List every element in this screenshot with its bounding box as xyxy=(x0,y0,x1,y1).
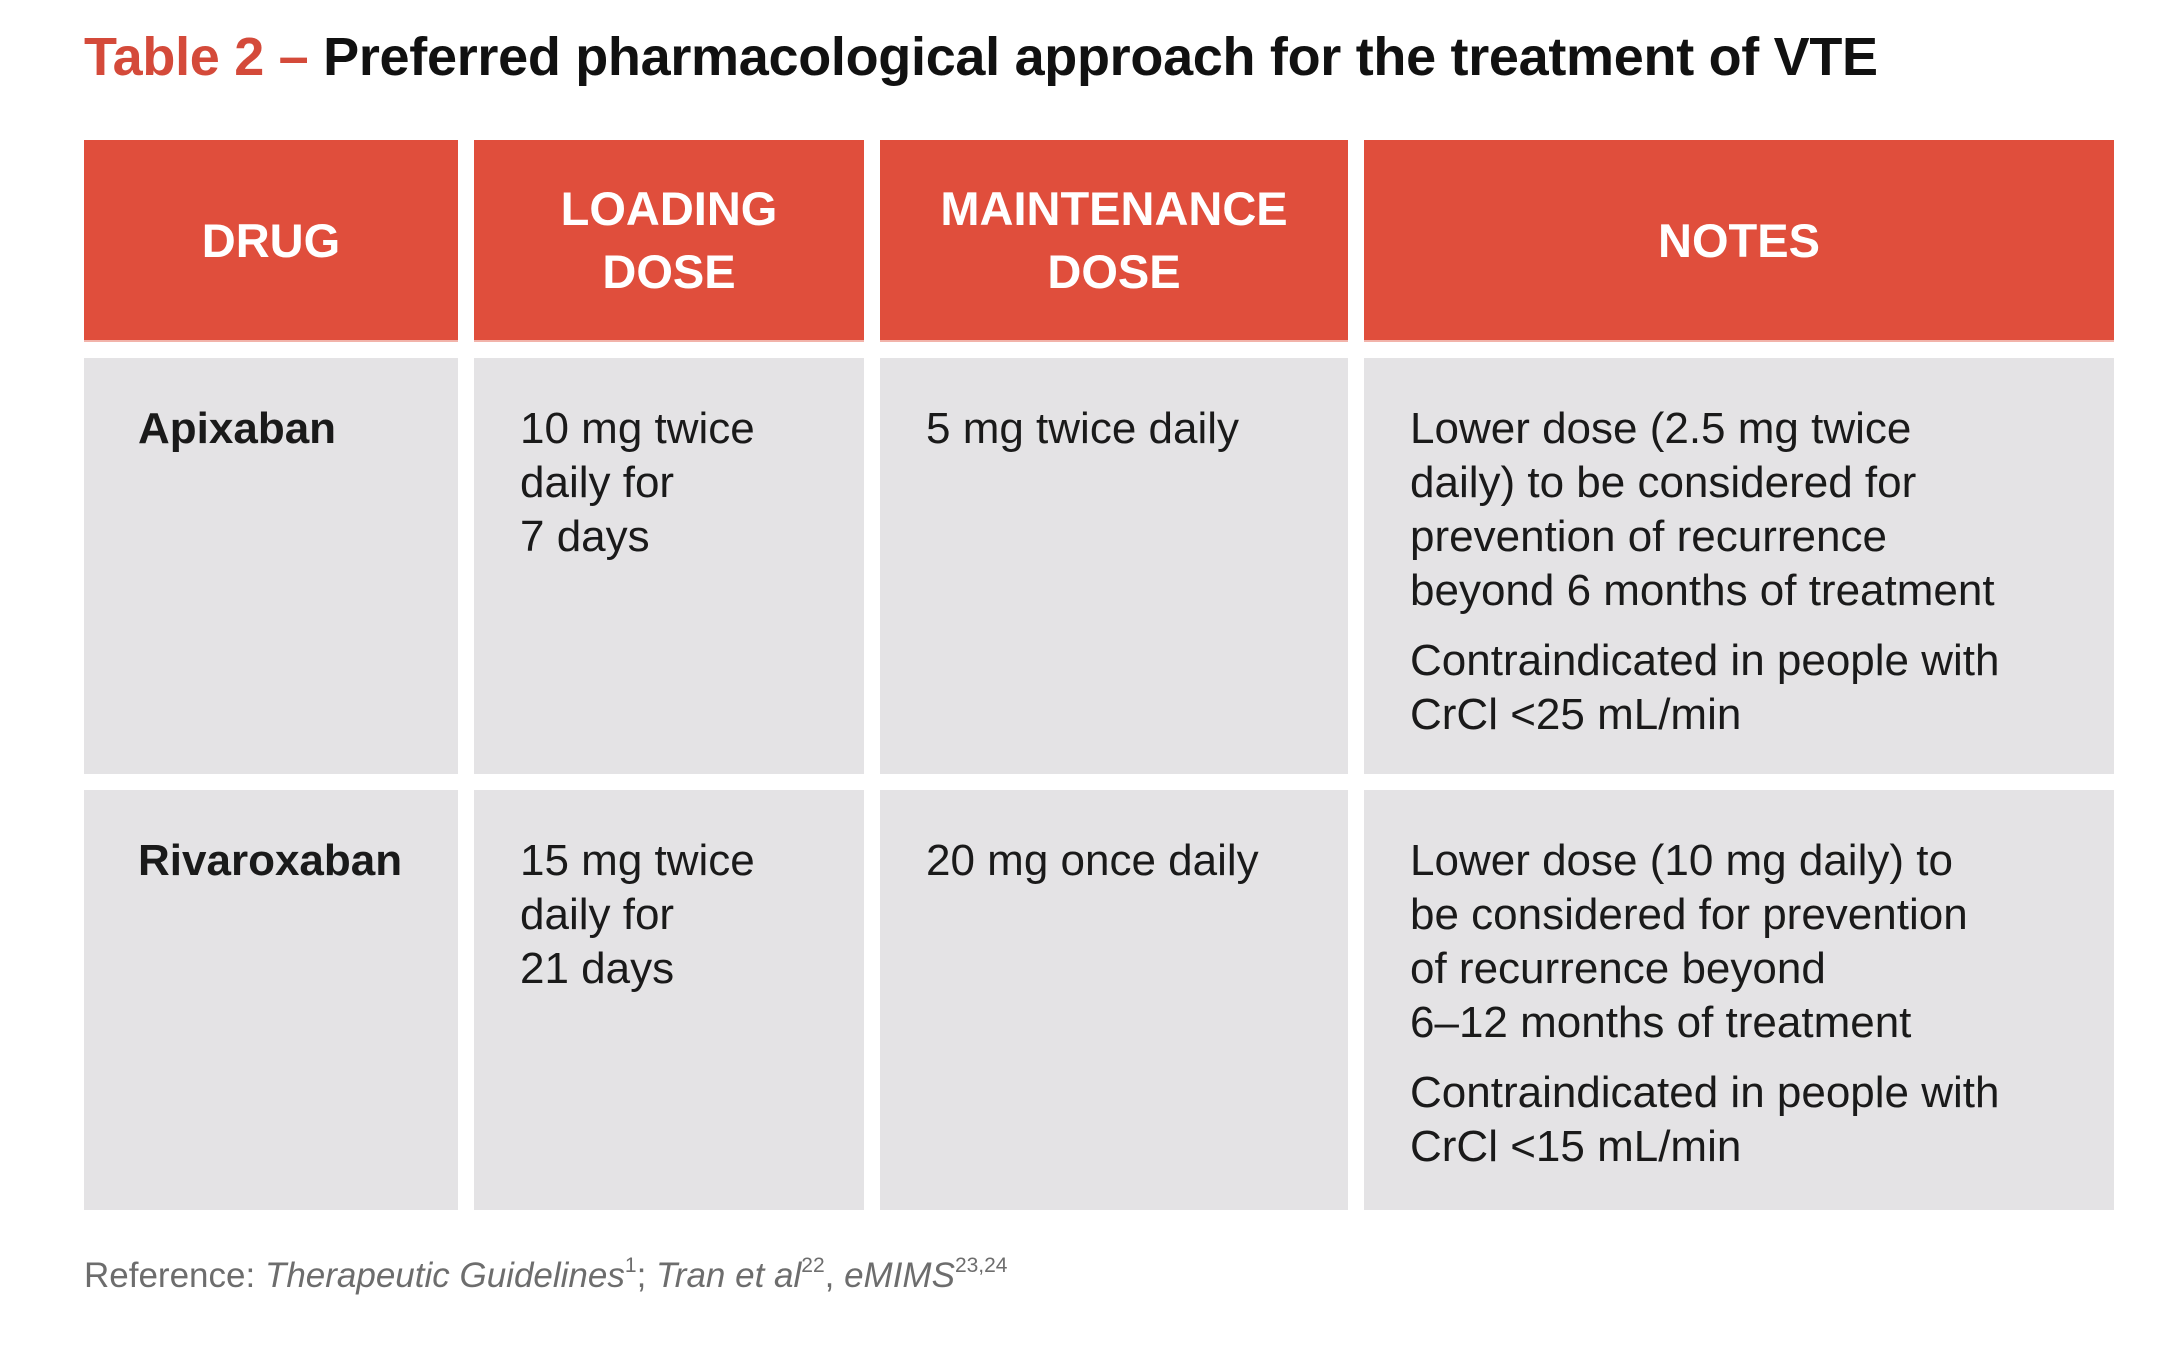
reference-prefix: Reference: xyxy=(84,1256,265,1295)
table-number: Table 2 – xyxy=(84,27,309,87)
reference-sup: 1 xyxy=(624,1254,637,1277)
header-notes: NOTES xyxy=(1364,140,2114,342)
header-loading-dose-label: LOADING DOSE xyxy=(560,182,778,298)
apixaban-notes-cell: Lower dose (2.5 mg twice daily) to be co… xyxy=(1364,358,2114,774)
table-caption: Preferred pharmacological approach for t… xyxy=(323,27,1878,87)
rivaroxaban-maintenance-cell: 20 mg once daily xyxy=(880,790,1348,1210)
note-contraindication: Contraindicated in people with CrCl <15 … xyxy=(1410,1068,2000,1171)
header-drug: DRUG xyxy=(84,140,458,342)
reference-sup: 22 xyxy=(801,1254,825,1277)
reference-line: Reference: Therapeutic Guidelines1; Tran… xyxy=(84,1254,1008,1296)
apixaban-maintenance-cell: 5 mg twice daily xyxy=(880,358,1348,774)
rivaroxaban-loading-cell: 15 mg twice daily for 21 days xyxy=(474,790,864,1210)
apixaban-drug-cell: Apixaban xyxy=(84,358,458,774)
drug-name: Apixaban xyxy=(138,404,337,453)
reference-source-emims: eMIMS xyxy=(844,1256,955,1295)
apixaban-loading-cell: 10 mg twice daily for 7 days xyxy=(474,358,864,774)
table-title: Table 2 – Preferred pharmacological appr… xyxy=(84,26,1878,88)
header-maintenance-dose-label: MAINTENANCE DOSE xyxy=(940,182,1288,298)
reference-separator: , xyxy=(824,1256,845,1295)
treatment-table: DRUG LOADING DOSE MAINTENANCE DOSE NOTES… xyxy=(84,140,2114,1210)
rivaroxaban-notes-cell: Lower dose (10 mg daily) to be considere… xyxy=(1364,790,2114,1210)
reference-source-tran: Tran et al xyxy=(656,1256,802,1295)
note-dose-reduction: Lower dose (2.5 mg twice daily) to be co… xyxy=(1410,404,1995,615)
note-dose-reduction: Lower dose (10 mg daily) to be considere… xyxy=(1410,836,1968,1047)
header-notes-label: NOTES xyxy=(1658,213,1820,267)
reference-sup: 23,24 xyxy=(954,1254,1008,1277)
header-maintenance-dose: MAINTENANCE DOSE xyxy=(880,140,1348,342)
drug-name: Rivaroxaban xyxy=(138,836,403,885)
header-drug-label: DRUG xyxy=(201,213,341,267)
rivaroxaban-drug-cell: Rivaroxaban xyxy=(84,790,458,1210)
note-contraindication: Contraindicated in people with CrCl <25 … xyxy=(1410,636,2000,739)
header-loading-dose: LOADING DOSE xyxy=(474,140,864,342)
reference-source-therapeutic-guidelines: Therapeutic Guidelines xyxy=(264,1256,625,1295)
reference-separator: ; xyxy=(636,1256,657,1295)
